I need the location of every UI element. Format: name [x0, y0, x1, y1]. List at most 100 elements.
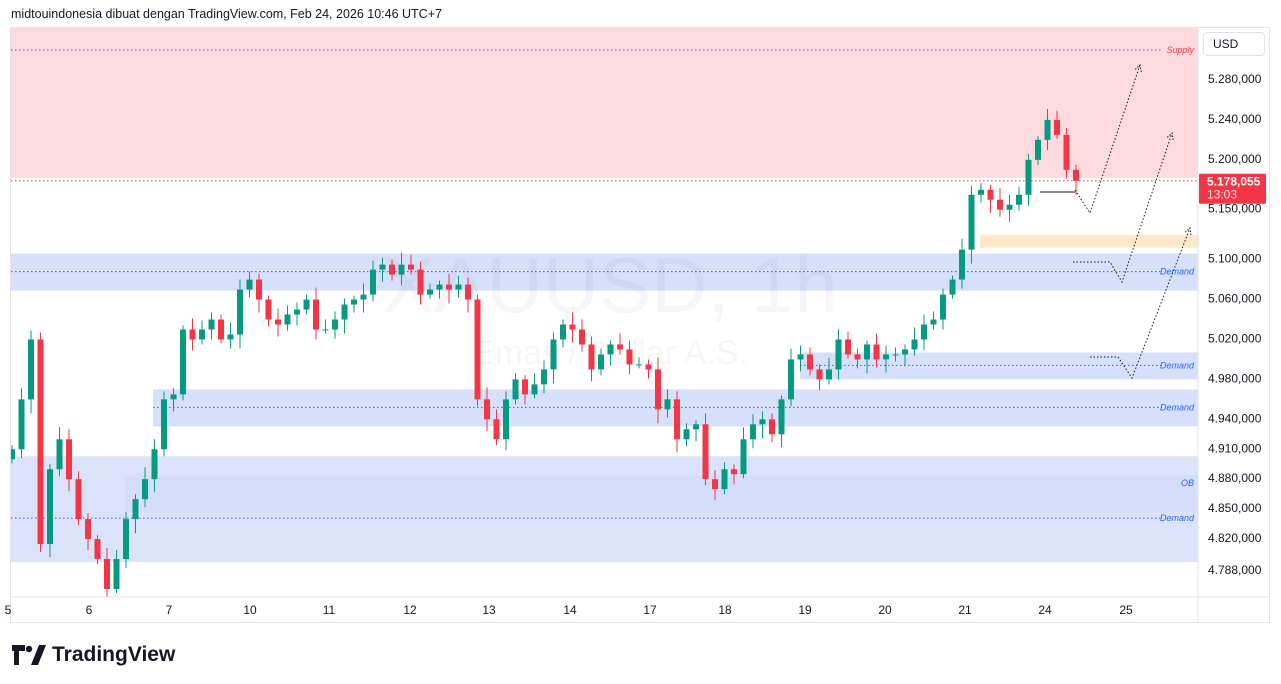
candle-body — [645, 364, 652, 370]
candle-body — [28, 339, 34, 400]
time-tick: 19 — [798, 603, 812, 617]
candle-body — [636, 364, 642, 366]
candle-body — [66, 439, 72, 480]
candle-body — [797, 354, 804, 360]
last-price-badge — [1199, 173, 1266, 204]
candle-body — [465, 284, 471, 300]
candle-body — [826, 369, 832, 380]
candle-body — [541, 369, 547, 385]
zone-label: Demand — [1160, 360, 1195, 370]
tradingview-logo-icon — [12, 645, 46, 665]
candle-body — [617, 344, 623, 350]
candle-body — [883, 354, 889, 360]
candle-body — [569, 324, 576, 330]
candle-body — [1073, 169, 1079, 181]
time-tick: 21 — [958, 603, 972, 617]
candle-body — [189, 329, 196, 340]
zone-orange — [980, 234, 1198, 248]
candle-body — [398, 264, 405, 275]
time-tick: 13 — [482, 603, 496, 617]
candle-body — [835, 339, 842, 370]
candle-body — [455, 284, 462, 290]
time-tick: 5 — [5, 603, 12, 617]
candle-body — [85, 519, 91, 540]
candle-body — [588, 344, 595, 370]
candle-body — [674, 399, 680, 440]
candle-body — [531, 384, 538, 395]
candle-body — [740, 439, 747, 475]
candle-body — [512, 379, 519, 400]
candle-body — [322, 329, 329, 331]
candle-body — [151, 449, 158, 480]
candle-body — [759, 419, 766, 425]
candle-body — [408, 264, 414, 270]
last-price-label: 5.178,055 — [1207, 175, 1261, 189]
candle-body — [731, 469, 737, 475]
candle-body — [1054, 119, 1060, 135]
candle-body — [37, 339, 44, 545]
time-tick: 12 — [403, 603, 417, 617]
candle-body — [693, 424, 699, 430]
candle-body — [902, 349, 908, 355]
time-tick: 11 — [323, 603, 336, 617]
zone-label: OB — [1181, 478, 1194, 488]
candle-body — [873, 344, 880, 360]
price-tick: 5.100,000 — [1208, 252, 1262, 266]
candle-body — [750, 424, 756, 440]
candle-body — [560, 324, 566, 340]
candle-body — [598, 354, 604, 370]
time-tick: 24 — [1038, 603, 1052, 617]
candle-body — [389, 264, 395, 275]
candle-body — [921, 324, 927, 340]
candle-body — [56, 439, 63, 470]
price-tick: 5.240,000 — [1208, 112, 1262, 126]
projection-arrowhead-icon — [1134, 64, 1142, 72]
logo-text: TradingView — [52, 643, 176, 666]
candle-body — [807, 354, 813, 370]
price-tick: 4.980,000 — [1208, 371, 1262, 385]
candle-body — [930, 319, 937, 325]
candle-body — [683, 429, 690, 440]
projection-path — [1073, 132, 1173, 284]
candle-body — [978, 189, 984, 195]
candle-body — [550, 339, 557, 370]
candle-body — [104, 559, 110, 589]
candle-body — [997, 199, 1003, 210]
chart-frame — [10, 27, 1270, 623]
candle-body — [370, 269, 376, 295]
zone-label: Supply — [1166, 45, 1194, 55]
candle-body — [664, 399, 671, 410]
candle-body — [132, 499, 139, 520]
candle-body — [655, 369, 661, 410]
candle-body — [208, 319, 215, 330]
time-tick: 10 — [243, 603, 257, 617]
candle-body — [1044, 119, 1051, 140]
currency-button[interactable]: USD — [1203, 32, 1265, 56]
candle-body — [360, 294, 367, 300]
zone-label: Demand — [1160, 267, 1195, 277]
candle-body — [313, 299, 319, 330]
price-tick: 4.940,000 — [1208, 411, 1262, 425]
candle-body — [845, 339, 851, 355]
candle-body — [284, 314, 291, 325]
countdown-label: 13:03 — [1207, 188, 1237, 202]
candle-body — [1016, 194, 1022, 205]
candle-body — [474, 299, 481, 400]
candle-body — [218, 319, 224, 340]
candle-body — [265, 299, 272, 320]
candle-body — [75, 479, 82, 520]
candle-body — [1063, 134, 1070, 170]
projection-path — [1090, 227, 1191, 380]
candle-body — [341, 304, 348, 320]
candle-body — [417, 269, 424, 295]
candle-body — [427, 289, 433, 295]
tradingview-logo[interactable]: TradingView — [12, 643, 175, 667]
candle-body — [332, 319, 338, 330]
candle-body — [712, 479, 718, 490]
time-tick: 25 — [1119, 603, 1133, 617]
candle-body — [161, 399, 167, 450]
candle-body — [436, 284, 443, 290]
projection-arrowhead-icon — [1184, 227, 1192, 236]
